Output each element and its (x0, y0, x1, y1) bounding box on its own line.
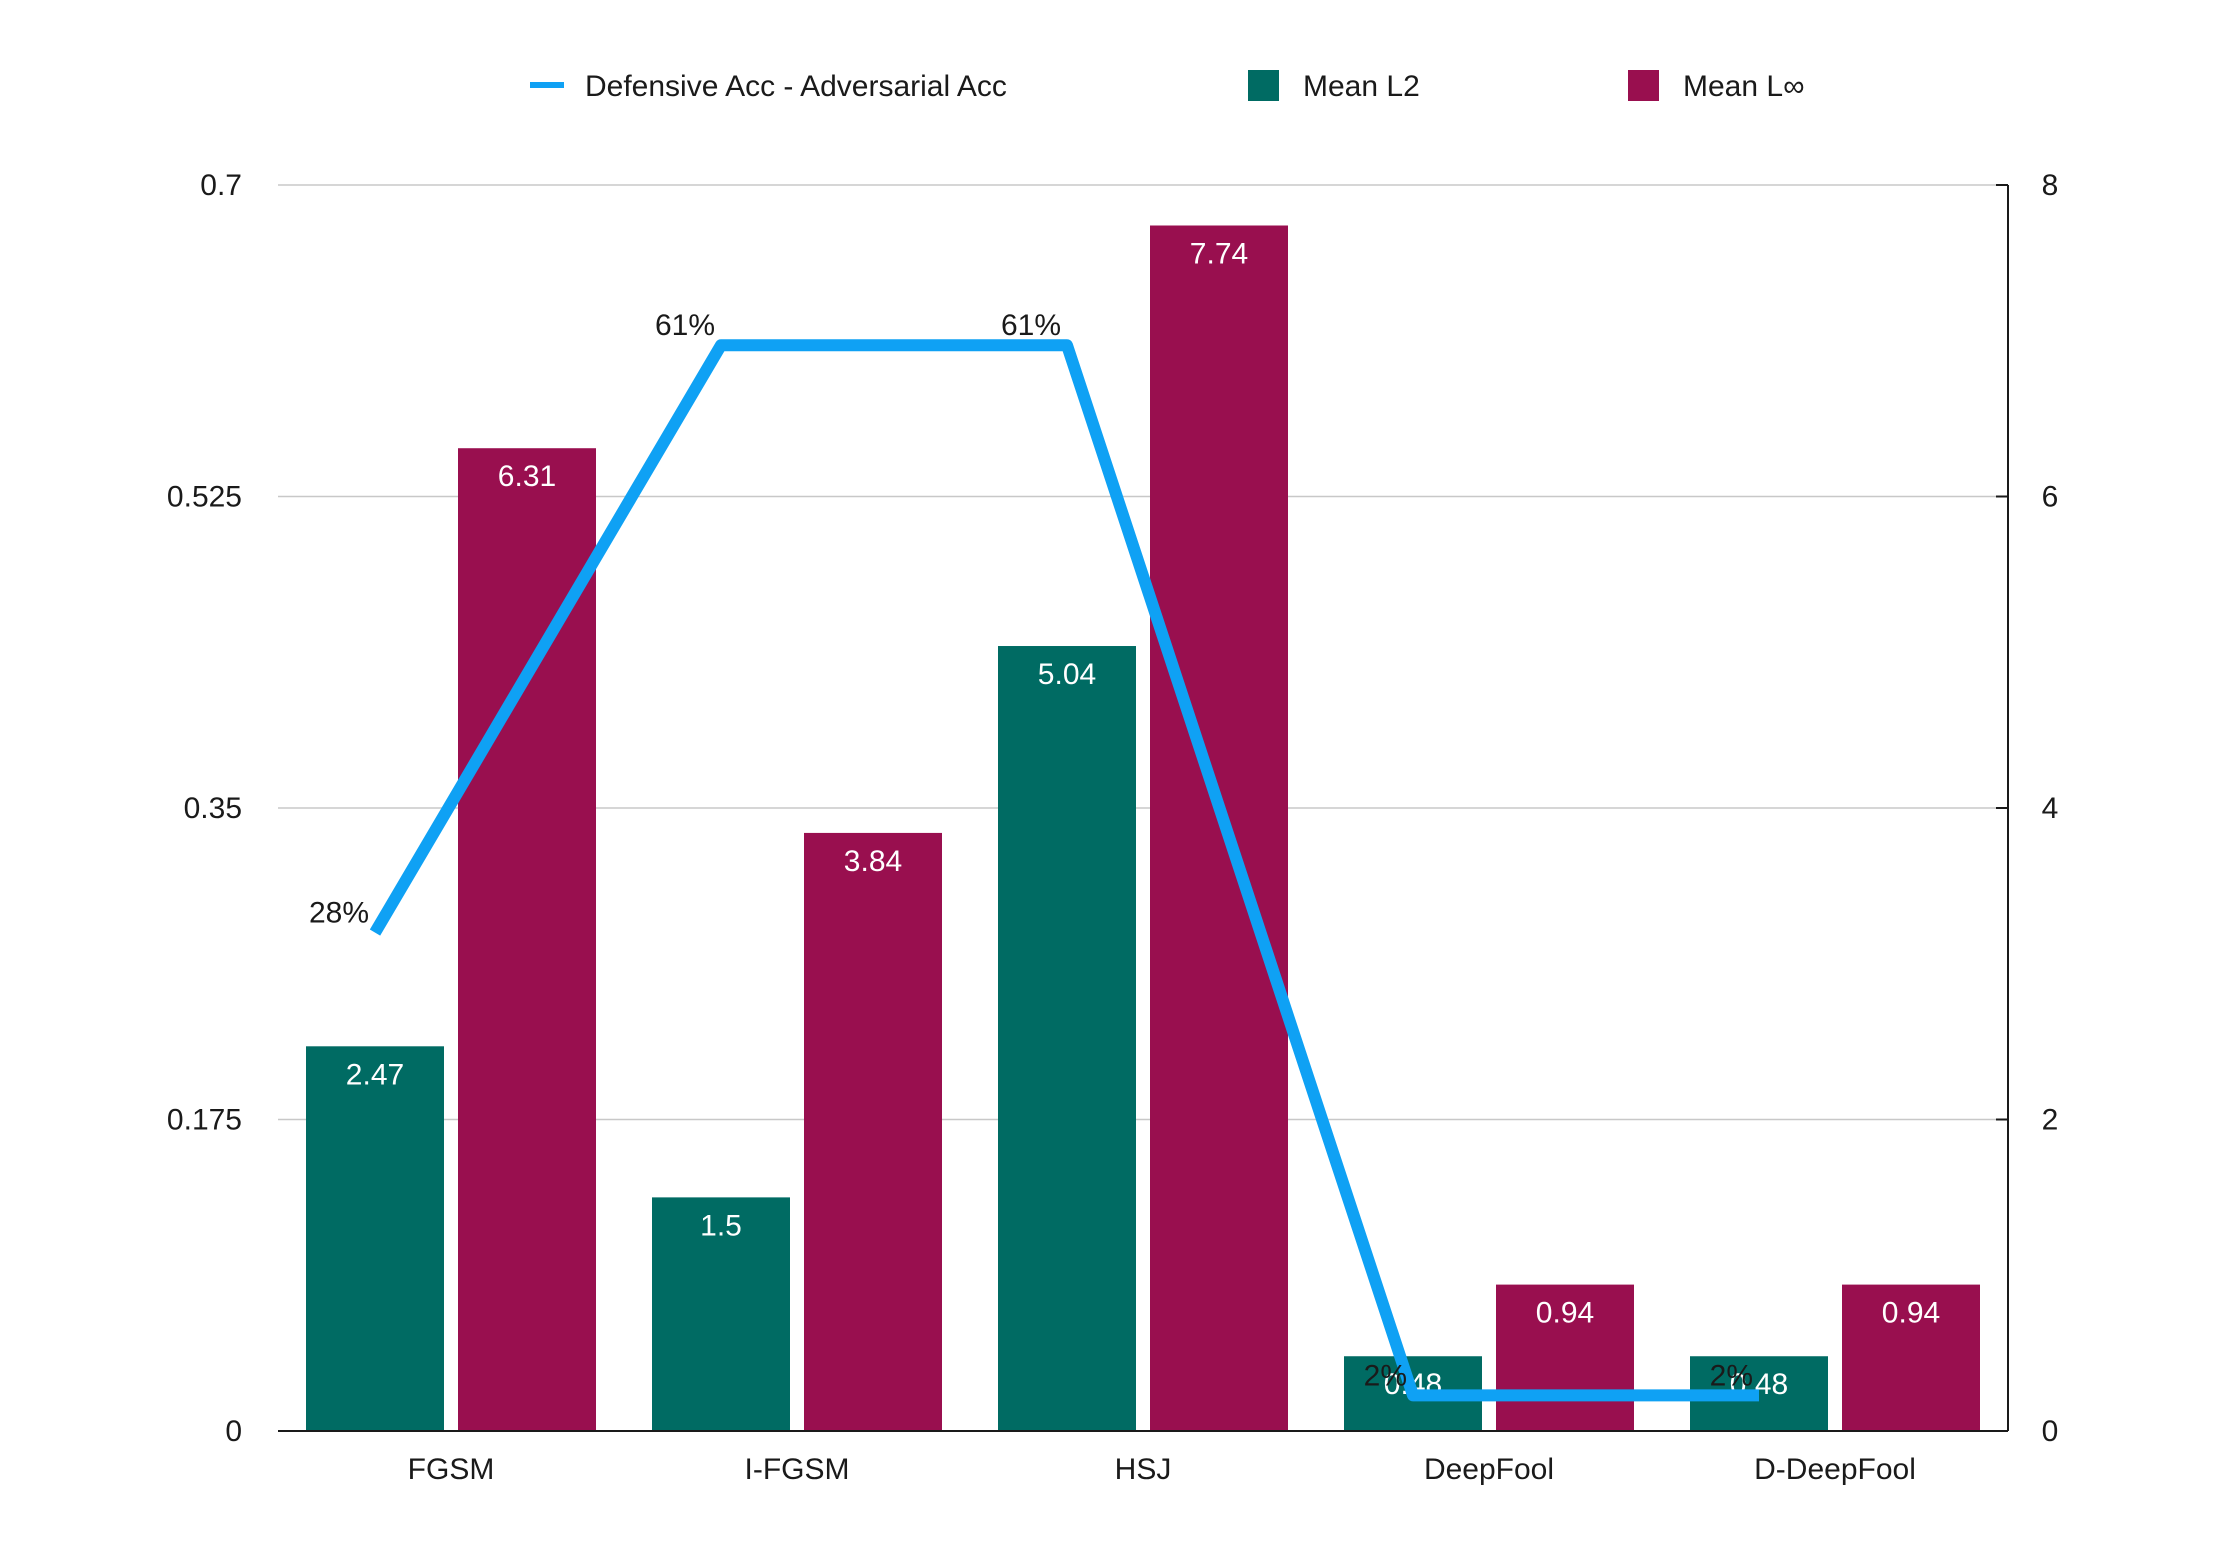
bar-value-label: 1.5 (700, 1209, 742, 1242)
right-tick-label: 8 (2042, 169, 2059, 202)
bar-value-label: 3.84 (844, 845, 902, 878)
right-y-axis: 0 2 4 6 8 (1996, 169, 2058, 1448)
category-labels: FGSM I-FGSM HSJ DeepFool D-DeepFool (408, 1453, 1916, 1486)
bar-value-label: 0.94 (1536, 1297, 1594, 1330)
bar (652, 1197, 790, 1431)
bar-value-label: 0.94 (1882, 1297, 1940, 1330)
left-y-axis: 0 0.175 0.35 0.525 0.7 (167, 169, 242, 1448)
bar (804, 832, 942, 1431)
line-path (369, 339, 1759, 1402)
legend-label: Defensive Acc - Adversarial Acc (585, 70, 1007, 103)
bars: 2.476.311.53.845.047.740.480.940.480.94 (306, 225, 1980, 1431)
category-label: I-FGSM (745, 1453, 850, 1486)
category-label: FGSM (408, 1453, 495, 1486)
right-tick-label: 0 (2042, 1415, 2059, 1448)
bar-value-label: 7.74 (1190, 237, 1248, 270)
legend-item: Defensive Acc - Adversarial Acc (530, 70, 1007, 103)
bar (458, 448, 596, 1431)
bar-value-label: 6.31 (498, 460, 556, 493)
line-series: 28% 61% 61% 2% 2% (309, 309, 1759, 1402)
line-value-label: 28% (309, 897, 369, 930)
legend-swatch (1248, 70, 1279, 101)
bar (306, 1046, 444, 1431)
bar-value-label: 5.04 (1038, 658, 1096, 691)
legend-swatch (1628, 70, 1659, 101)
line-value-label: 61% (655, 309, 715, 342)
legend-label: Mean L∞ (1683, 70, 1804, 103)
legend-item: Mean L∞ (1628, 70, 1804, 103)
bar (998, 646, 1136, 1431)
category-label: HSJ (1115, 1453, 1172, 1486)
legend: Defensive Acc - Adversarial Acc Mean L2 Me… (530, 70, 1804, 103)
bar (1496, 1284, 1634, 1431)
legend-label: Mean L2 (1303, 70, 1420, 103)
right-tick-label: 6 (2042, 481, 2059, 514)
category-label: D-DeepFool (1754, 1453, 1916, 1486)
line-value-label: 61% (1001, 309, 1061, 342)
line-value-label: 2% (1710, 1359, 1753, 1392)
left-tick-label: 0 (225, 1415, 242, 1448)
left-tick-label: 0.7 (200, 169, 242, 202)
left-tick-label: 0.35 (184, 792, 242, 825)
category-label: DeepFool (1424, 1453, 1554, 1486)
bar (1842, 1284, 1980, 1431)
legend-item: Mean L2 (1248, 70, 1420, 103)
line-value-label: 2% (1364, 1359, 1407, 1392)
left-tick-label: 0.175 (167, 1104, 242, 1137)
bar (1150, 225, 1288, 1431)
right-tick-label: 2 (2042, 1104, 2059, 1137)
bar-value-label: 2.47 (346, 1058, 404, 1091)
left-tick-label: 0.525 (167, 481, 242, 514)
right-tick-label: 4 (2042, 792, 2059, 825)
